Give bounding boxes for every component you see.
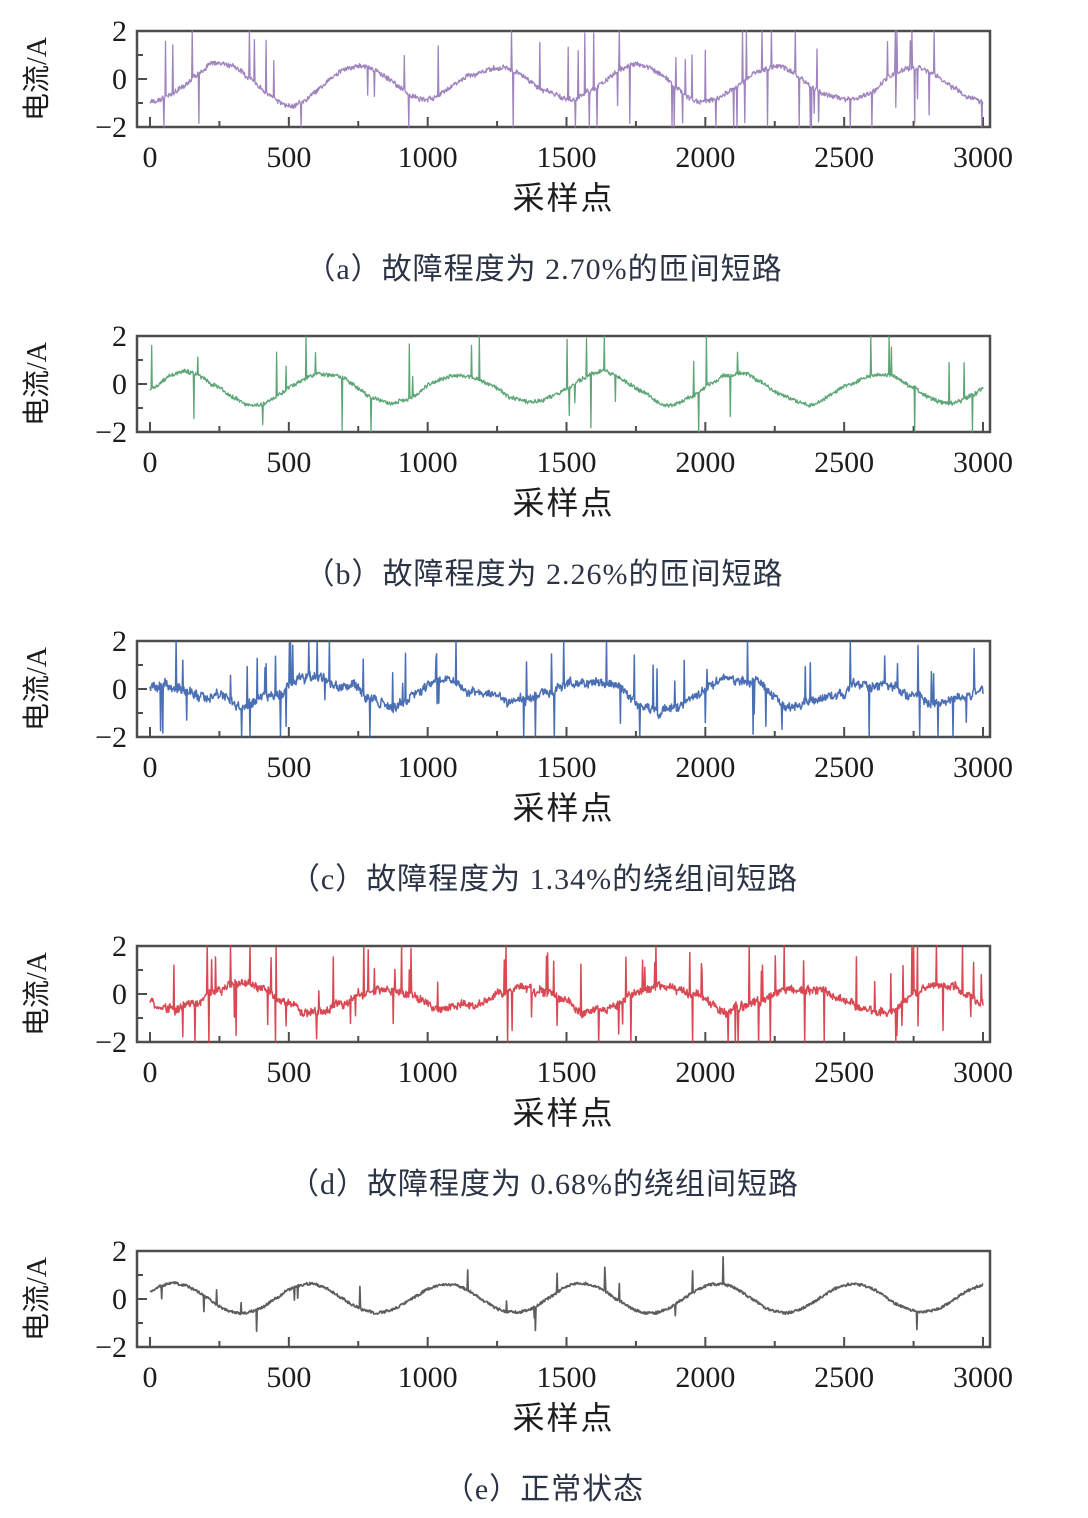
- x-tick-label: 2000: [675, 446, 735, 479]
- subplot-d: 0 500 1000 1500 2000 2500 3000 2 0 −2 电流/A 采样点 （d）故障…: [0, 920, 1088, 1225]
- waveform-line: [149, 945, 984, 1043]
- subplot-caption-a: （a）故障程度为 2.70%的匝间短路: [305, 253, 783, 286]
- x-tick-label: 2000: [675, 141, 735, 174]
- x-tick-label: 2500: [814, 446, 874, 479]
- plot-frame: [135, 29, 992, 129]
- x-tick-label: 500: [266, 1361, 311, 1394]
- subplot-caption-d: （d）故障程度为 0.68%的绕组间短路: [289, 1168, 799, 1201]
- y-tick-label: −2: [95, 721, 127, 754]
- subplot-caption-e: （e）正常状态: [443, 1473, 645, 1506]
- y-tick-label: −2: [95, 111, 127, 144]
- plot-frame: [135, 1249, 992, 1349]
- plot-frame: [135, 334, 992, 434]
- plot-area-c: 0 500 1000 1500 2000 2500 3000 2 0 −2 电流/A 采样点: [21, 625, 1013, 826]
- x-axis-label: 采样点: [512, 790, 614, 826]
- x-tick-label: 500: [266, 1056, 311, 1089]
- x-tick-label: 1000: [398, 1056, 458, 1089]
- y-axis-label: 电流/A: [21, 341, 53, 426]
- x-tick-label: 2000: [675, 751, 735, 784]
- x-axis-label: 采样点: [512, 180, 614, 216]
- waveform-line: [149, 1255, 984, 1333]
- x-tick-label: 1000: [398, 751, 458, 784]
- y-tick-label: −2: [95, 1026, 127, 1059]
- subplot-e: 0 500 1000 1500 2000 2500 3000 2 0 −2 电流/A 采样点 （e）正常…: [0, 1225, 1088, 1518]
- x-tick-label: 3000: [953, 1056, 1013, 1089]
- y-tick-label: −2: [95, 1331, 127, 1364]
- x-tick-label: 1000: [398, 141, 458, 174]
- y-axis-label: 电流/A: [21, 36, 53, 121]
- y-tick-label: 2: [112, 320, 127, 353]
- y-tick-label: 0: [112, 673, 127, 706]
- y-tick-label: 2: [112, 930, 127, 963]
- x-tick-label: 0: [143, 1361, 158, 1394]
- x-tick-label: 1000: [398, 446, 458, 479]
- waveform-line: [149, 640, 984, 738]
- plot-area-d: 0 500 1000 1500 2000 2500 3000 2 0 −2 电流/A 采样点: [21, 930, 1013, 1131]
- x-tick-label: 3000: [953, 446, 1013, 479]
- x-tick-label: 2000: [675, 1361, 735, 1394]
- y-tick-label: 2: [112, 15, 127, 48]
- x-tick-label: 2500: [814, 751, 874, 784]
- subplot-c: 0 500 1000 1500 2000 2500 3000 2 0 −2 电流/A 采样点 （c）故障…: [0, 615, 1088, 920]
- y-tick-label: 0: [112, 978, 127, 1011]
- x-axis-label: 采样点: [512, 1400, 614, 1436]
- plot-frame: [135, 944, 992, 1044]
- x-tick-label: 500: [266, 446, 311, 479]
- x-tick-label: 0: [143, 751, 158, 784]
- x-tick-label: 3000: [953, 141, 1013, 174]
- x-tick-label: 500: [266, 141, 311, 174]
- subplot-caption-c: （c）故障程度为 1.34%的绕组间短路: [289, 863, 799, 896]
- y-tick-label: 2: [112, 1235, 127, 1268]
- x-tick-label: 1000: [398, 1361, 458, 1394]
- waveform-line: [149, 30, 984, 128]
- y-tick-label: −2: [95, 416, 127, 449]
- x-axis-label: 采样点: [512, 485, 614, 521]
- y-axis-label: 电流/A: [21, 951, 53, 1036]
- x-tick-label: 500: [266, 751, 311, 784]
- y-tick-label: 2: [112, 625, 127, 658]
- y-tick-label: 0: [112, 368, 127, 401]
- y-axis-label: 电流/A: [21, 646, 53, 731]
- waveform-line: [149, 335, 984, 433]
- x-axis-label: 采样点: [512, 1095, 614, 1131]
- x-tick-label: 3000: [953, 751, 1013, 784]
- subplot-a: 0 500 1000 1500 2000 2500 3000 2 0 −2 电流/A 采样点 （a）故障…: [0, 5, 1088, 310]
- y-tick-label: 0: [112, 63, 127, 96]
- x-tick-label: 2500: [814, 141, 874, 174]
- x-tick-label: 1500: [537, 1361, 597, 1394]
- y-axis-label: 电流/A: [21, 1256, 53, 1341]
- plot-area-b: 0 500 1000 1500 2000 2500 3000 2 0 −2 电流/A 采样点: [21, 320, 1013, 521]
- y-tick-label: 0: [112, 1283, 127, 1316]
- plot-area-e: 0 500 1000 1500 2000 2500 3000 2 0 −2 电流/A 采样点: [21, 1235, 1013, 1436]
- x-tick-label: 1500: [537, 1056, 597, 1089]
- x-tick-label: 2000: [675, 1056, 735, 1089]
- subplot-b: 0 500 1000 1500 2000 2500 3000 2 0 −2 电流/A 采样点 （b）故障…: [0, 310, 1088, 615]
- x-tick-label: 0: [143, 446, 158, 479]
- x-tick-label: 1500: [537, 141, 597, 174]
- x-tick-label: 2500: [814, 1056, 874, 1089]
- x-tick-label: 2500: [814, 1361, 874, 1394]
- subplot-caption-b: （b）故障程度为 2.26%的匝间短路: [304, 558, 784, 591]
- x-tick-label: 1500: [537, 446, 597, 479]
- x-tick-label: 3000: [953, 1361, 1013, 1394]
- x-tick-label: 1500: [537, 751, 597, 784]
- x-tick-label: 0: [143, 1056, 158, 1089]
- x-tick-label: 0: [143, 141, 158, 174]
- plot-area-a: 0 500 1000 1500 2000 2500 3000 2 0 −2 电流/A 采样点: [21, 15, 1013, 216]
